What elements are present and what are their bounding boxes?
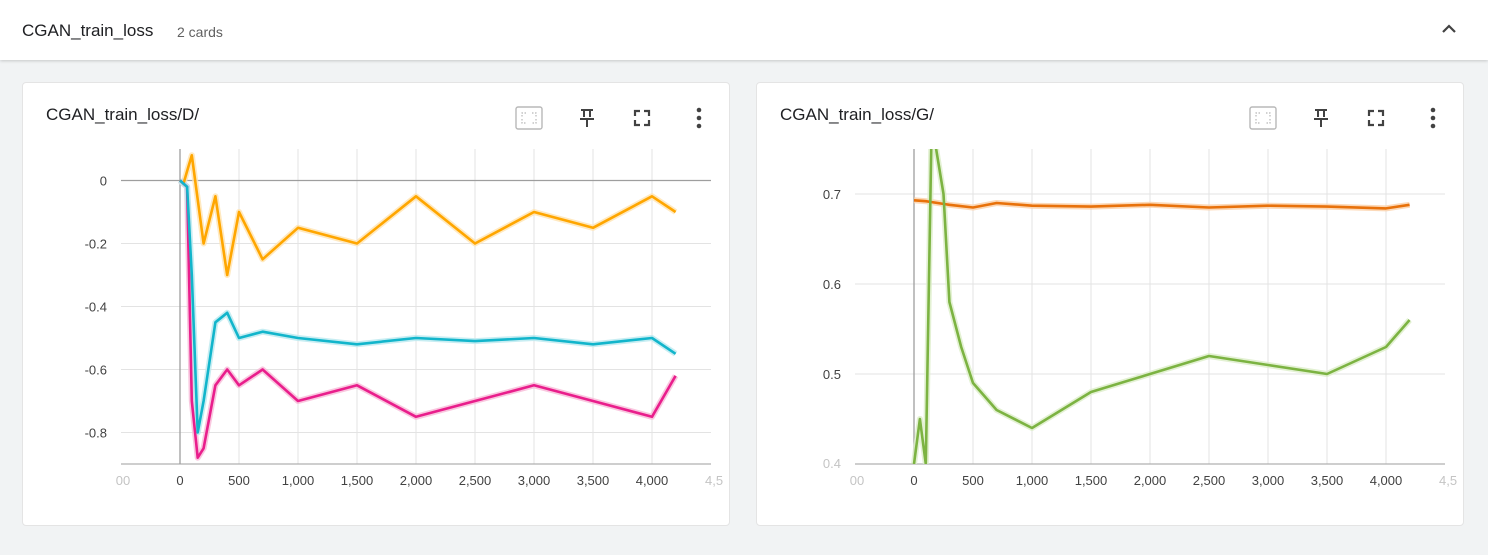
fullscreen-icon: [1367, 109, 1385, 127]
x-tick-label: 4,000: [636, 473, 669, 488]
fullscreen-button[interactable]: [1362, 105, 1390, 131]
series-line: [912, 149, 1411, 464]
y-tick-label: -0.2: [85, 237, 107, 252]
line-chart-g[interactable]: 0 500 1,000 1,500 2,000 2,500 3,000 3,500 4,000 0…: [757, 83, 1465, 527]
y-tick-label: 0.7: [823, 187, 841, 202]
pin-button[interactable]: [573, 105, 601, 131]
y-tick-label: 0: [100, 174, 107, 189]
series-raw-line: [178, 152, 678, 278]
card-title: CGAN_train_loss/D/: [46, 105, 200, 124]
card-group-header: CGAN_train_loss 2 cards: [0, 0, 1488, 60]
scalar-card-g: CGAN_train_loss/G/ 0 500 1,000 1,500 2,000 2,…: [756, 82, 1464, 526]
x-tick-labels: 0 500 1,000 1,500 2,000 2,500 3,000 3,500 4,000 0…: [116, 473, 723, 488]
pin-icon: [580, 109, 594, 127]
x-tick-label: 0: [176, 473, 183, 488]
x-tick-label: 3,000: [1252, 473, 1285, 488]
y-tick-label: 0.5: [823, 367, 841, 382]
x-tick-label: 3,000: [518, 473, 551, 488]
x-tick-label: 2,500: [459, 473, 492, 488]
series-line: [179, 179, 677, 460]
y-tick-label-faded: 0.4: [823, 456, 841, 471]
series-raw-line: [911, 149, 1412, 464]
x-tick-labels: 0 500 1,000 1,500 2,000 2,500 3,000 3,500 4,000 0…: [823, 456, 1457, 488]
x-tick-label: 3,500: [577, 473, 610, 488]
series-line: [913, 199, 1410, 210]
x-tick-label-faded: 4,5: [1439, 473, 1457, 488]
x-tick-label: 1,000: [282, 473, 315, 488]
x-tick-label: 500: [228, 473, 250, 488]
line-chart-d[interactable]: 0 500 1,000 1,500 2,000 2,500 3,000 3,500 4,000 0…: [23, 83, 731, 527]
series-line: [179, 179, 677, 434]
card-title: CGAN_train_loss/G/: [780, 105, 934, 124]
plot-area: [178, 152, 679, 461]
y-tick-labels: 0 -0.2 -0.4 -0.6 -0.8: [85, 174, 107, 441]
series-line: [179, 154, 677, 277]
y-tick-label: -0.6: [85, 363, 107, 378]
more-vert-icon: [1430, 107, 1436, 129]
more-options-button[interactable]: [685, 105, 713, 131]
fullscreen-icon: [633, 109, 651, 127]
x-tick-label: 1,500: [1075, 473, 1108, 488]
x-tick-label-faded: 4,5: [705, 473, 723, 488]
fit-domain-button[interactable]: [515, 105, 543, 131]
fit-domain-icon: [515, 106, 543, 130]
pin-icon: [1314, 109, 1328, 127]
y-tick-label: -0.4: [85, 300, 107, 315]
x-tick-label: 0: [910, 473, 917, 488]
plot-area: [911, 149, 1412, 464]
x-tick-label: 2,500: [1193, 473, 1226, 488]
y-tick-labels: 0.7 0.6 0.5: [823, 187, 841, 382]
group-card-count: 2 cards: [177, 24, 223, 40]
more-vert-icon: [696, 107, 702, 129]
x-tick-label: 2,000: [400, 473, 433, 488]
group-title: CGAN_train_loss: [22, 21, 154, 40]
pin-button[interactable]: [1307, 105, 1335, 131]
more-options-button[interactable]: [1419, 105, 1447, 131]
x-tick-label: 2,000: [1134, 473, 1167, 488]
chevron-up-icon: [1442, 24, 1456, 33]
fullscreen-button[interactable]: [628, 105, 656, 131]
x-tick-label: 1,500: [341, 473, 374, 488]
scalar-card-d: CGAN_train_loss/D/ 0 500 1,000 1,500 2,000 2,…: [22, 82, 730, 526]
y-tick-label: 0.6: [823, 277, 841, 292]
fit-domain-icon: [1249, 106, 1277, 130]
x-tick-label: 1,000: [1016, 473, 1049, 488]
x-tick-label: 500: [962, 473, 984, 488]
x-tick-label-faded: 00: [850, 473, 864, 488]
fit-domain-button[interactable]: [1249, 105, 1277, 131]
collapse-group-button[interactable]: [1436, 18, 1462, 42]
x-tick-label-faded: 00: [116, 473, 130, 488]
x-tick-label: 3,500: [1311, 473, 1344, 488]
y-tick-label: -0.8: [85, 426, 107, 441]
x-tick-label: 4,000: [1370, 473, 1403, 488]
